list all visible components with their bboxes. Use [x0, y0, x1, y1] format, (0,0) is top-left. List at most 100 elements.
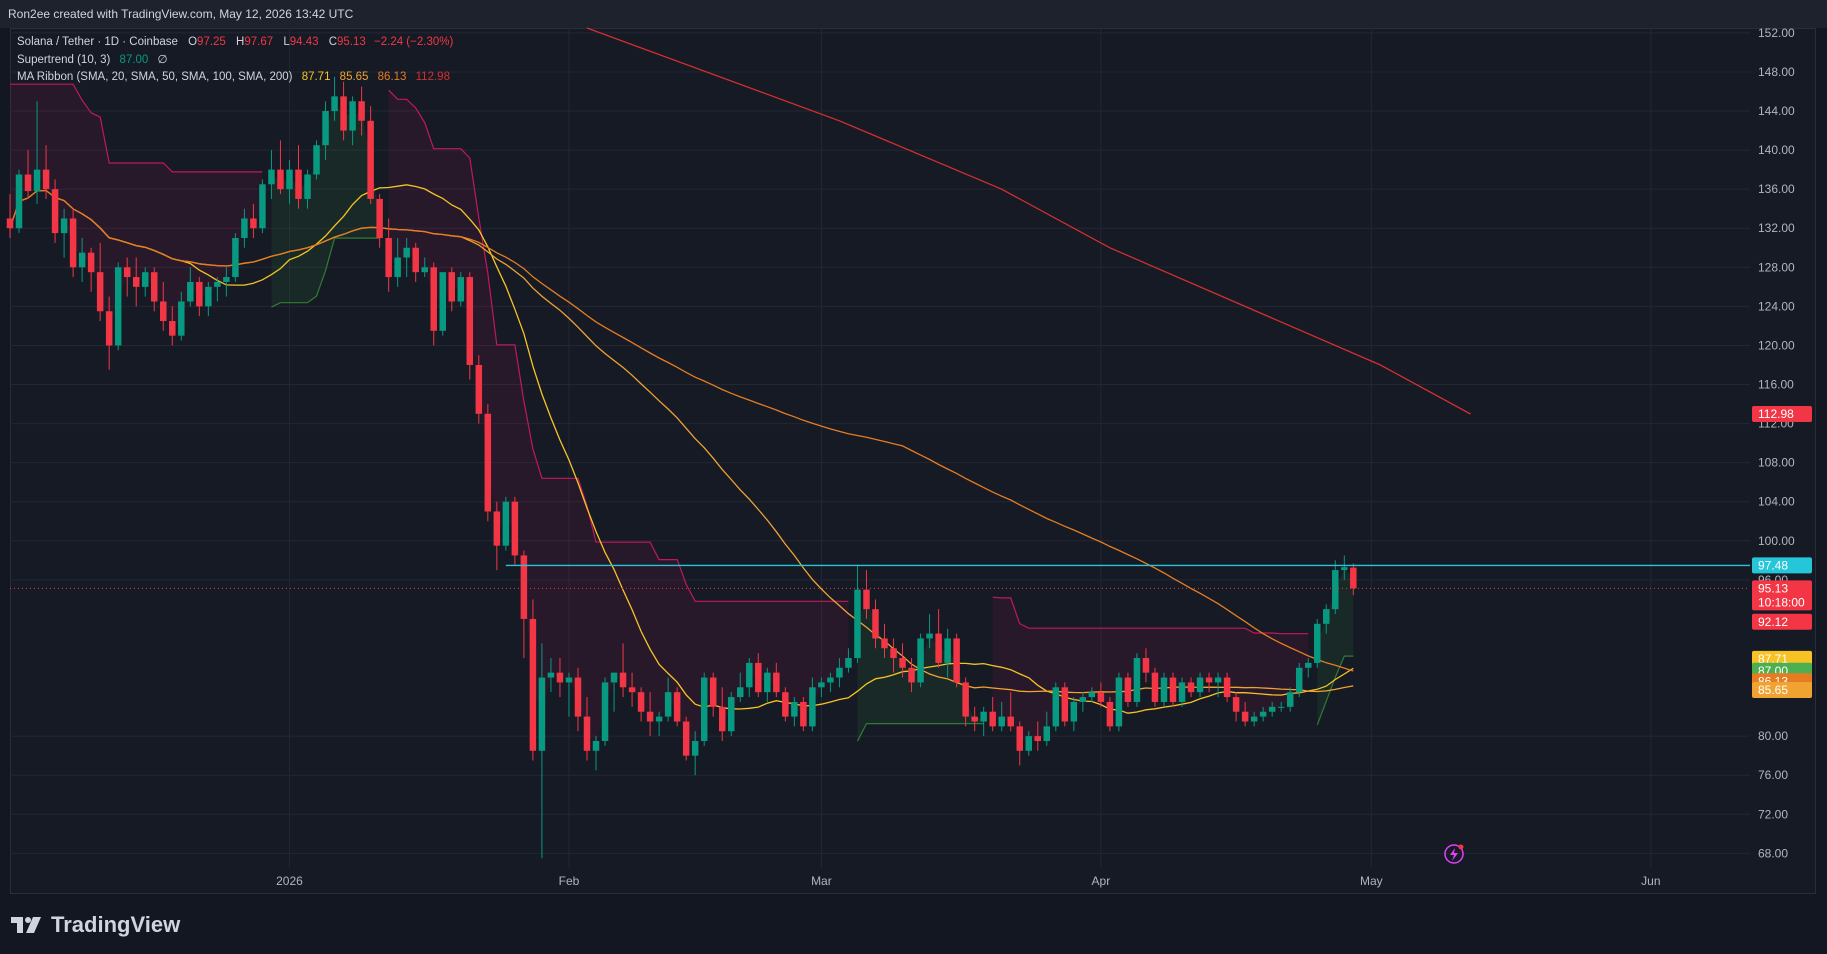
candle-body[interactable] [51, 189, 59, 234]
candle[interactable] [872, 599, 879, 649]
candle-body[interactable] [96, 272, 104, 312]
chart-frame[interactable] [10, 28, 1816, 894]
candle[interactable] [971, 706, 978, 732]
candle-body[interactable] [782, 692, 789, 717]
candle[interactable] [1286, 687, 1294, 712]
candle-body[interactable] [322, 111, 329, 146]
candle[interactable] [367, 106, 374, 204]
candle-body[interactable] [529, 618, 537, 751]
candle-body[interactable] [1079, 697, 1087, 702]
candle-body[interactable] [358, 101, 365, 121]
candle-body[interactable] [872, 609, 879, 639]
candle-body[interactable] [105, 311, 113, 346]
candle[interactable] [538, 643, 546, 859]
candle[interactable] [439, 272, 446, 336]
candle[interactable] [214, 277, 221, 302]
candle[interactable] [1142, 648, 1150, 683]
candle[interactable] [313, 140, 320, 180]
candle[interactable] [277, 140, 284, 195]
candle-body[interactable] [6, 218, 14, 229]
candle[interactable] [15, 169, 23, 234]
candle-body[interactable] [439, 272, 446, 331]
candle[interactable] [682, 716, 690, 761]
candle[interactable] [908, 658, 915, 693]
candle-body[interactable] [755, 662, 762, 693]
candle[interactable] [403, 238, 410, 278]
candle[interactable] [205, 281, 212, 317]
candle[interactable] [881, 623, 888, 658]
candle-body[interactable] [1205, 677, 1213, 683]
candle[interactable] [187, 267, 194, 307]
candle-body[interactable] [547, 672, 555, 678]
candle-body[interactable] [1196, 677, 1204, 693]
candle[interactable] [51, 179, 59, 243]
candle[interactable] [1277, 701, 1285, 712]
candle[interactable] [709, 672, 717, 717]
candle[interactable] [169, 306, 176, 346]
candle[interactable] [295, 145, 302, 209]
candle[interactable] [1250, 711, 1258, 727]
candle[interactable] [556, 658, 564, 698]
candle-body[interactable] [962, 682, 969, 717]
candle-body[interactable] [475, 364, 483, 414]
candle[interactable] [412, 242, 419, 282]
candle[interactable] [1133, 653, 1141, 707]
candle[interactable] [286, 159, 293, 204]
candle[interactable] [475, 355, 483, 424]
candle-body[interactable] [295, 169, 302, 199]
candle[interactable] [502, 496, 510, 551]
candle-body[interactable] [917, 638, 924, 683]
candle-body[interactable] [1133, 658, 1141, 702]
candle-body[interactable] [1025, 736, 1033, 751]
candle[interactable] [1088, 687, 1096, 702]
candle-body[interactable] [123, 267, 131, 278]
candle-body[interactable] [836, 667, 843, 678]
candle[interactable] [1232, 692, 1240, 722]
candle[interactable] [96, 242, 104, 322]
candle[interactable] [1223, 672, 1231, 702]
candle[interactable] [141, 267, 149, 297]
candle[interactable] [782, 687, 789, 722]
candle-body[interactable] [791, 701, 798, 717]
candle-body[interactable] [268, 169, 275, 185]
candle[interactable] [151, 267, 158, 312]
candle-body[interactable] [998, 716, 1005, 727]
candle[interactable] [1061, 682, 1069, 727]
candle-body[interactable] [1061, 687, 1069, 722]
candle[interactable] [610, 672, 618, 712]
candle[interactable] [1007, 692, 1014, 732]
candle-body[interactable] [1160, 677, 1168, 702]
candle-body[interactable] [944, 638, 951, 663]
candle-body[interactable] [827, 677, 834, 683]
candle[interactable] [42, 145, 50, 199]
candle[interactable] [619, 643, 627, 698]
candle[interactable] [24, 150, 32, 199]
x-axis[interactable]: 2026 Feb Mar Apr May Jun [276, 874, 1660, 888]
candle-body[interactable] [1070, 701, 1078, 722]
candle[interactable] [592, 736, 600, 771]
candle-body[interactable] [1350, 567, 1357, 589]
candle[interactable] [989, 697, 996, 732]
candle-body[interactable] [1286, 692, 1294, 707]
candle-body[interactable] [845, 658, 852, 668]
candle[interactable] [1097, 682, 1105, 707]
candle-body[interactable] [160, 301, 167, 322]
candle-body[interactable] [376, 198, 383, 238]
symbol-label[interactable]: Solana / Tether · 1D · Coinbase [17, 36, 178, 48]
candle[interactable] [466, 272, 474, 380]
candle[interactable] [691, 731, 699, 776]
candle-body[interactable] [556, 672, 564, 683]
candle-body[interactable] [412, 247, 419, 273]
candle-body[interactable] [1323, 609, 1330, 624]
candle[interactable] [1034, 721, 1042, 751]
candle[interactable] [737, 672, 744, 702]
candle[interactable] [132, 257, 140, 307]
candle[interactable] [394, 238, 401, 287]
candle[interactable] [718, 687, 726, 742]
candle[interactable] [574, 667, 582, 732]
candle[interactable] [755, 653, 762, 698]
candle-body[interactable] [610, 672, 618, 683]
candle-body[interactable] [926, 633, 933, 639]
candle-body[interactable] [286, 169, 293, 190]
candle-body[interactable] [151, 272, 158, 302]
